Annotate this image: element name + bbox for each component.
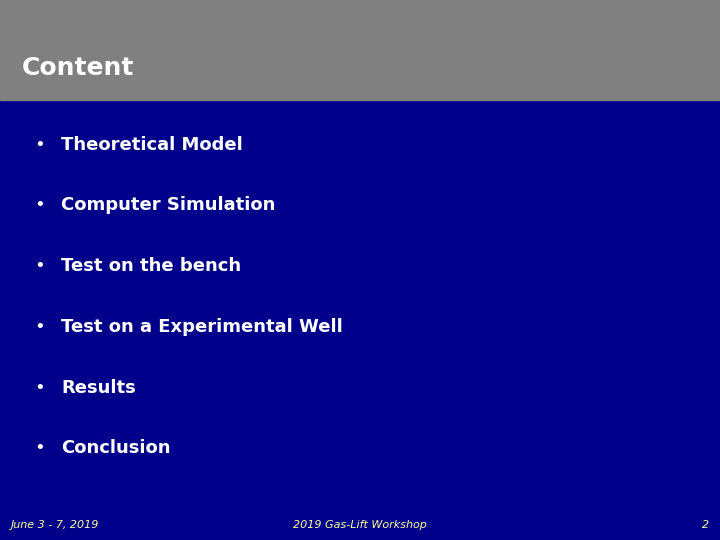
Text: Test on a Experimental Well: Test on a Experimental Well xyxy=(61,318,343,336)
Text: Computer Simulation: Computer Simulation xyxy=(61,197,276,214)
Text: •: • xyxy=(35,257,45,275)
Text: Conclusion: Conclusion xyxy=(61,440,171,457)
Text: Results: Results xyxy=(61,379,136,396)
Text: June 3 - 7, 2019: June 3 - 7, 2019 xyxy=(11,520,99,530)
Text: Content: Content xyxy=(22,56,134,80)
Text: 2019 Gas-Lift Workshop: 2019 Gas-Lift Workshop xyxy=(293,520,427,530)
Text: •: • xyxy=(35,440,45,457)
Text: •: • xyxy=(35,318,45,336)
Text: •: • xyxy=(35,197,45,214)
Text: •: • xyxy=(35,379,45,396)
Text: Theoretical Model: Theoretical Model xyxy=(61,136,243,153)
Bar xyxy=(0,0,720,100)
Text: Test on the bench: Test on the bench xyxy=(61,257,241,275)
Text: 2: 2 xyxy=(702,520,709,530)
Text: •: • xyxy=(35,136,45,153)
